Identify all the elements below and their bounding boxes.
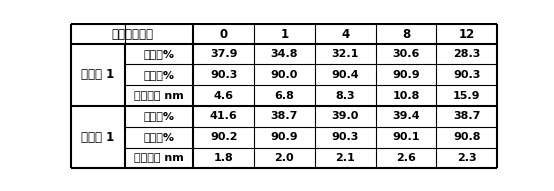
Text: 6.8: 6.8 bbox=[274, 91, 294, 101]
Text: 38.7: 38.7 bbox=[271, 112, 298, 121]
Text: 10.8: 10.8 bbox=[392, 91, 419, 101]
Text: 选择性%: 选择性% bbox=[143, 70, 175, 80]
Text: 选择性%: 选择性% bbox=[143, 132, 175, 142]
Text: 2.3: 2.3 bbox=[457, 153, 476, 163]
Text: 转化率%: 转化率% bbox=[143, 49, 175, 59]
Text: 实施例 1: 实施例 1 bbox=[81, 131, 115, 144]
Text: 转化率%: 转化率% bbox=[143, 112, 175, 121]
Text: 4: 4 bbox=[341, 28, 349, 40]
Text: 烧炭再生次数: 烧炭再生次数 bbox=[111, 28, 153, 40]
Text: 90.3: 90.3 bbox=[331, 132, 359, 142]
Text: 对比例 1: 对比例 1 bbox=[81, 68, 115, 81]
Text: 41.6: 41.6 bbox=[210, 112, 238, 121]
Text: 2.1: 2.1 bbox=[335, 153, 355, 163]
Text: 32.1: 32.1 bbox=[331, 49, 359, 59]
Text: 1: 1 bbox=[280, 28, 289, 40]
Text: 15.9: 15.9 bbox=[453, 91, 480, 101]
Text: 30.6: 30.6 bbox=[392, 49, 419, 59]
Text: 90.9: 90.9 bbox=[270, 132, 298, 142]
Text: 12: 12 bbox=[459, 28, 475, 40]
Text: 90.0: 90.0 bbox=[271, 70, 298, 80]
Text: 39.4: 39.4 bbox=[392, 112, 420, 121]
Text: 1.8: 1.8 bbox=[214, 153, 233, 163]
Text: 34.8: 34.8 bbox=[271, 49, 298, 59]
Text: 39.0: 39.0 bbox=[331, 112, 359, 121]
Text: 90.9: 90.9 bbox=[392, 70, 420, 80]
Text: 90.2: 90.2 bbox=[210, 132, 237, 142]
Text: 37.9: 37.9 bbox=[210, 49, 237, 59]
Text: 8.3: 8.3 bbox=[335, 91, 355, 101]
Text: 2.6: 2.6 bbox=[396, 153, 416, 163]
Text: 8: 8 bbox=[402, 28, 410, 40]
Text: 4.6: 4.6 bbox=[214, 91, 234, 101]
Text: 90.8: 90.8 bbox=[453, 132, 480, 142]
Text: 90.1: 90.1 bbox=[392, 132, 420, 142]
Text: 90.4: 90.4 bbox=[331, 70, 359, 80]
Text: 90.3: 90.3 bbox=[453, 70, 480, 80]
Text: 28.3: 28.3 bbox=[453, 49, 480, 59]
Text: 90.3: 90.3 bbox=[210, 70, 237, 80]
Text: 金属粒子 nm: 金属粒子 nm bbox=[134, 153, 184, 163]
Text: 金属粒子 nm: 金属粒子 nm bbox=[134, 91, 184, 101]
Text: 0: 0 bbox=[219, 28, 228, 40]
Text: 2.0: 2.0 bbox=[275, 153, 294, 163]
Text: 38.7: 38.7 bbox=[453, 112, 480, 121]
